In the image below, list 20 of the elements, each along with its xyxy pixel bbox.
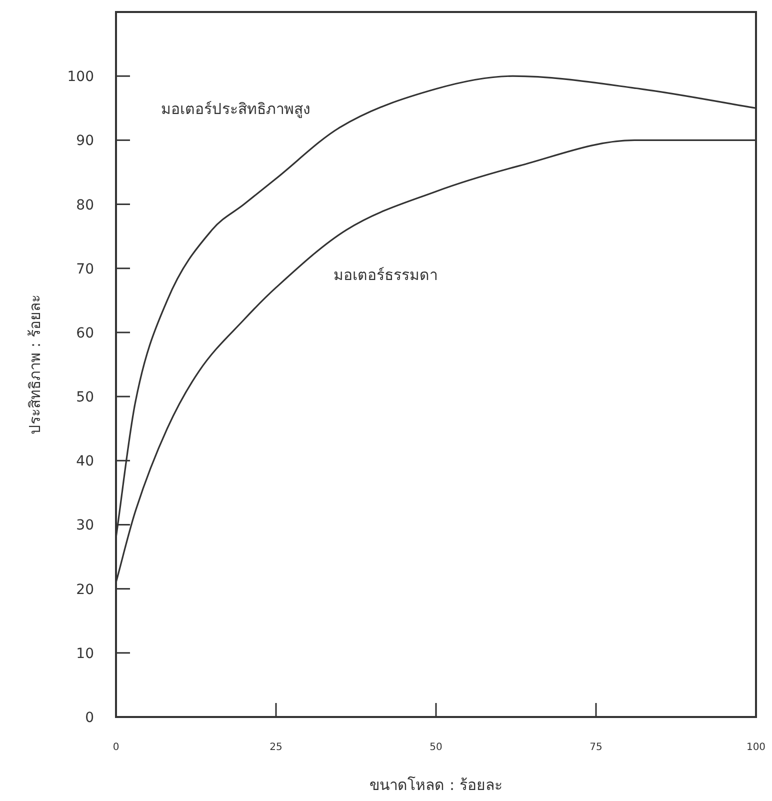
x-tick-label: 75 bbox=[590, 742, 602, 753]
y-tick-label: 0 bbox=[85, 710, 94, 726]
x-tick-label: 50 bbox=[430, 742, 442, 753]
y-tick-label: 50 bbox=[76, 390, 94, 406]
x-tick-label: 0 bbox=[112, 742, 120, 753]
y-tick-label: 30 bbox=[76, 518, 94, 534]
x-axis-title: ขนาดโหลด : ร้อยละ bbox=[370, 776, 502, 794]
y-tick-label: 60 bbox=[76, 325, 94, 342]
y-axis-title: ประสิทธิภาพ : ร้อยละ bbox=[26, 294, 44, 434]
series-label: มอเตอร์ธรรมดา bbox=[334, 266, 438, 284]
y-tick-label: 90 bbox=[76, 133, 94, 150]
x-tick-label: 100 bbox=[746, 742, 766, 753]
series-label: มอเตอร์ประสิทธิภาพสูง bbox=[160, 100, 310, 118]
y-tick-label: 80 bbox=[76, 197, 94, 214]
y-tick-label: 40 bbox=[76, 454, 94, 470]
x-tick-label: 25 bbox=[270, 742, 282, 753]
y-tick-label: 20 bbox=[76, 582, 94, 598]
y-tick-label: 10 bbox=[76, 646, 94, 662]
y-tick-label: 100 bbox=[67, 69, 94, 86]
y-tick-label: 70 bbox=[76, 261, 94, 278]
